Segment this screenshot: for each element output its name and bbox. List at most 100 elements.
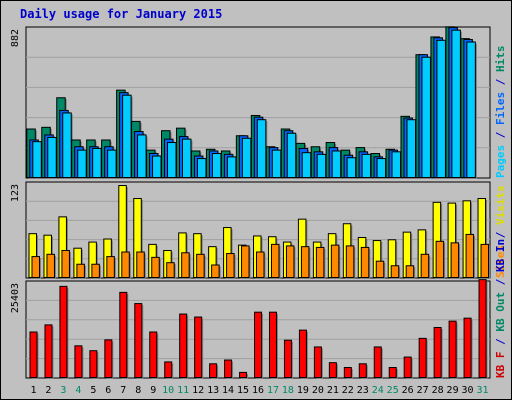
bar-sites-day-5 [91,263,100,278]
bar-kb-f-day-4 [74,345,83,378]
bar-kb-f-day-27 [418,337,427,378]
x-tick-label: 23 [357,385,369,396]
x-tick-label: 5 [90,385,96,396]
bar-sites-day-12 [196,253,205,279]
bar-kb-f-day-23 [358,363,367,379]
panel-hits-files-pages-max-label: 882 [10,29,21,47]
x-tick-label: 14 [222,385,234,396]
bar-sites-day-27 [420,253,430,279]
bar-pages-day-27 [421,56,431,178]
bar-pages-day-2 [47,136,57,178]
bar-sites-day-8 [136,251,145,279]
legend-entry: KB F [494,352,507,379]
bar-pages-day-3 [62,112,72,178]
legend-entry: Files [494,92,507,125]
bar-kb-f-day-5 [89,350,98,378]
x-tick-label: 26 [402,385,414,396]
legend-entry: KB In [494,239,507,272]
bar-pages-day-22 [346,157,357,178]
bar-kb-f-day-9 [149,331,158,378]
bar-kb-f-day-18 [283,339,292,379]
legend-entry: Visits [494,185,507,225]
x-tick-label: 27 [417,385,429,396]
x-tick-label: 31 [476,385,488,396]
bar-pages-day-19 [301,152,312,179]
legend-entry: KB Out [494,292,507,332]
bar-sites-day-28 [435,240,445,279]
bar-kb-f-day-8 [134,303,143,378]
bar-sites-day-23 [360,246,370,278]
bar-sites-day-20 [315,246,325,278]
bar-sites-day-13 [211,264,220,278]
x-tick-label: 1 [30,385,36,396]
bar-kb-f-day-19 [298,329,307,379]
x-tick-label: 22 [342,385,354,396]
bar-kb-f-day-2 [44,324,53,378]
x-tick-label: 18 [282,385,294,396]
panel-visits-sites-legend: Sites / Visits [494,185,507,278]
chart-title: Daily usage for January 2015 [20,7,223,21]
bar-kb-f-day-16 [254,311,263,378]
bar-sites-day-1 [31,256,40,278]
bar-kb-f-day-15 [239,371,248,378]
bar-pages-day-12 [196,158,207,178]
bar-sites-day-29 [450,242,460,279]
bar-sites-day-2 [46,253,55,279]
bar-sites-day-9 [151,256,160,278]
x-tick-label: 2 [45,385,51,396]
x-tick-label: 30 [462,385,474,396]
bar-kb-f-day-31 [478,279,487,378]
bar-sites-day-14 [226,253,235,278]
x-tick-label: 19 [297,385,309,396]
bar-pages-day-17 [271,149,282,179]
x-tick-label: 21 [327,385,339,396]
bar-kb-f-day-6 [104,339,113,378]
panel-kbytes-max-label: 25403 [10,283,21,313]
bar-pages-day-11 [181,138,192,178]
x-tick-label: 20 [312,385,324,396]
bar-kb-f-day-22 [343,367,352,379]
x-tick-label: 29 [447,385,459,396]
bar-kb-f-day-24 [373,346,382,378]
panel-hits-files-pages-legend: Pages / Files / Hits [494,46,507,179]
bar-pages-day-24 [376,158,387,178]
x-tick-label: 3 [60,385,66,396]
bar-sites-day-17 [270,243,280,278]
bar-sites-day-22 [345,245,355,278]
bar-sites-day-7 [121,251,130,279]
bar-sites-day-24 [375,260,385,278]
x-tick-label: 17 [267,385,279,396]
bar-sites-day-11 [181,252,190,278]
bar-sites-day-21 [330,244,340,279]
bar-sites-day-30 [465,233,475,278]
bar-kb-f-day-20 [313,346,322,378]
bar-pages-day-23 [361,153,372,179]
bar-pages-day-10 [167,142,177,178]
legend-entry: / [494,125,507,145]
x-tick-label: 13 [207,385,219,396]
bar-pages-day-16 [256,119,267,179]
bar-sites-day-25 [390,265,400,279]
bar-sites-day-4 [76,263,85,278]
bar-kb-f-day-10 [164,361,173,378]
bar-pages-day-29 [451,29,461,178]
bar-sites-day-6 [106,256,115,278]
bar-kb-f-day-26 [403,356,412,378]
bar-kb-f-day-1 [29,331,38,378]
bar-kb-f-day-28 [433,327,442,378]
bar-pages-day-8 [137,134,147,178]
x-tick-label: 9 [150,385,156,396]
bar-sites-day-18 [285,245,295,278]
legend-entry: / [494,72,507,92]
x-tick-label: 16 [252,385,264,396]
bar-pages-day-30 [466,41,476,179]
bar-pages-day-1 [32,141,42,178]
bar-sites-day-3 [61,249,70,279]
x-tick-label: 24 [372,385,384,396]
x-tick-label: 10 [162,385,174,396]
bar-sites-day-19 [300,246,310,279]
bar-sites-day-10 [166,262,175,279]
bar-pages-day-13 [211,153,222,178]
bar-pages-day-18 [286,132,297,178]
bar-sites-day-16 [256,251,265,279]
